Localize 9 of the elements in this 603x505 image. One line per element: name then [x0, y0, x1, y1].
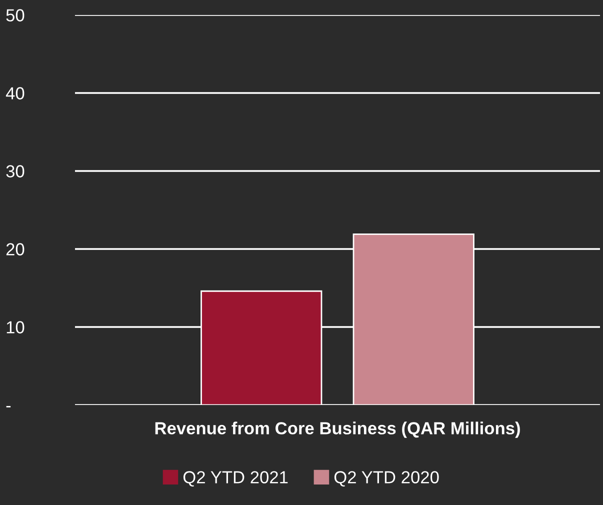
x-tick-label: Revenue from Core Business (QAR Millions)	[155, 422, 520, 438]
y-tick-label: 30	[6, 165, 24, 178]
y-tick-label: 10	[6, 321, 24, 334]
y-tick-label: 50	[6, 9, 24, 22]
y-tick-label: -	[6, 406, 11, 408]
y-tick-label: 20	[6, 243, 24, 256]
y-tick-label: 40	[6, 87, 24, 100]
legend-label: Q2 YTD 2020	[334, 471, 439, 487]
legend-label: Q2 YTD 2021	[183, 471, 288, 487]
